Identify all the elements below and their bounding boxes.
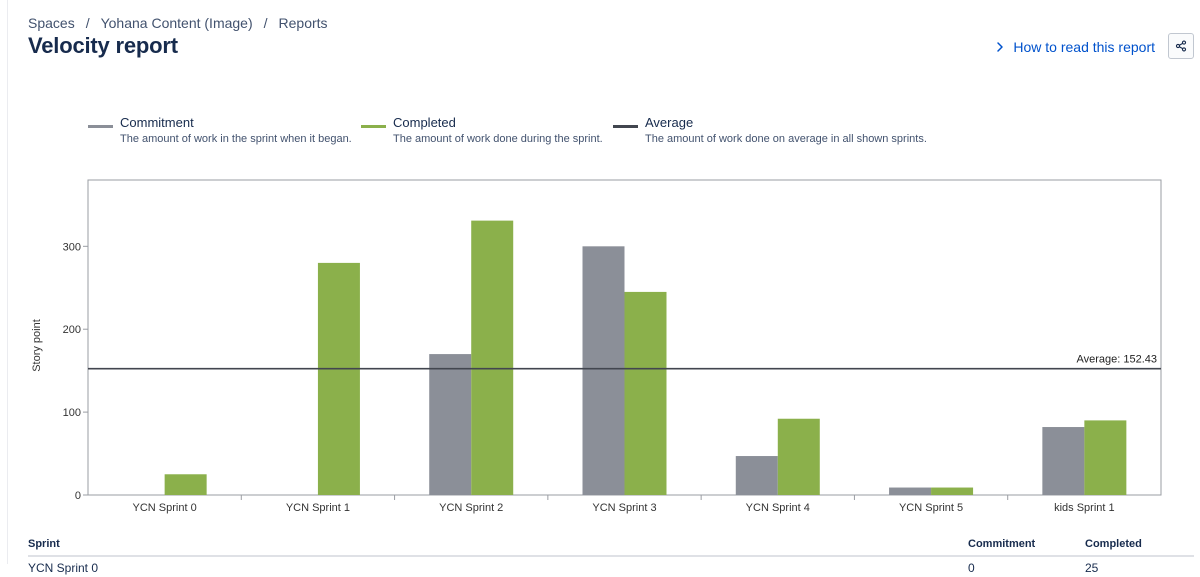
x-tick-label: YCN Sprint 2	[439, 502, 503, 514]
chart-legend: Commitment The amount of work in the spr…	[88, 115, 988, 155]
share-button[interactable]	[1168, 33, 1194, 59]
breadcrumb-separator: /	[263, 15, 268, 31]
bar-completed	[164, 474, 207, 495]
velocity-chart: 0 100 200 300 Story point YCN Sprint 0 YCN Spr…	[31, 179, 1162, 514]
how-to-read-link[interactable]: How to read this report	[993, 39, 1155, 55]
legend-description: The amount of work done on average in al…	[645, 133, 927, 145]
legend-description: The amount of work done during the sprin…	[393, 133, 603, 145]
bar-completed	[931, 487, 974, 495]
x-tick-label: YCN Sprint 3	[592, 502, 656, 514]
breadcrumb-project[interactable]: Yohana Content (Image)	[100, 15, 253, 31]
legend-swatch-completed	[361, 125, 386, 128]
cell-commitment: 0	[968, 561, 975, 575]
bar-commitment	[735, 456, 778, 495]
legend-swatch-commitment	[88, 125, 113, 128]
legend-name: Average	[645, 115, 694, 130]
column-header-sprint[interactable]: Sprint	[28, 538, 60, 550]
share-icon	[1175, 40, 1187, 52]
breadcrumb-spaces[interactable]: Spaces	[28, 15, 75, 31]
table-header: Sprint Commitment Completed	[28, 536, 1194, 557]
chevron-right-icon	[997, 42, 1004, 52]
cell-sprint[interactable]: YCN Sprint 0	[28, 561, 99, 575]
y-tick-label: 0	[75, 490, 81, 502]
breadcrumb-separator: /	[85, 15, 90, 31]
legend-swatch-average	[613, 125, 638, 128]
bar-commitment	[429, 354, 472, 495]
bar-completed	[317, 262, 360, 495]
cell-completed: 25	[1085, 561, 1099, 575]
bar-completed	[471, 220, 514, 496]
x-tick-label: YCN Sprint 4	[746, 502, 810, 514]
legend-description: The amount of work in the sprint when it…	[120, 133, 352, 145]
y-axis-label: Story point	[31, 319, 43, 372]
breadcrumb: Spaces / Yohana Content (Image) / Report…	[28, 15, 328, 31]
bar-completed	[1084, 420, 1127, 495]
how-to-read-label: How to read this report	[1013, 39, 1155, 55]
column-header-commitment[interactable]: Commitment	[968, 538, 1036, 550]
bar-commitment	[582, 246, 625, 495]
breadcrumb-reports[interactable]: Reports	[278, 15, 328, 31]
y-tick-label: 100	[63, 407, 81, 419]
x-tick-label: YCN Sprint 0	[133, 502, 197, 514]
column-header-completed[interactable]: Completed	[1085, 538, 1142, 550]
sprint-table: Sprint Commitment Completed YCN Sprint 0…	[28, 536, 1194, 577]
x-tick-label: YCN Sprint 1	[286, 502, 350, 514]
y-tick-label: 200	[63, 324, 81, 336]
page-title: Velocity report	[28, 33, 178, 58]
average-label: Average: 152.43	[1076, 354, 1157, 366]
table-row[interactable]: YCN Sprint 0 0 25	[28, 557, 1194, 577]
y-tick-label: 300	[63, 241, 81, 253]
bar-commitment	[1042, 427, 1085, 495]
left-divider	[7, 0, 8, 564]
legend-name: Completed	[393, 115, 456, 130]
legend-name: Commitment	[120, 115, 194, 130]
x-tick-label: kids Sprint 1	[1054, 502, 1115, 514]
x-tick-label: YCN Sprint 5	[899, 502, 963, 514]
bar-completed	[777, 418, 820, 495]
bar-completed	[624, 291, 667, 495]
bar-commitment	[889, 487, 932, 495]
